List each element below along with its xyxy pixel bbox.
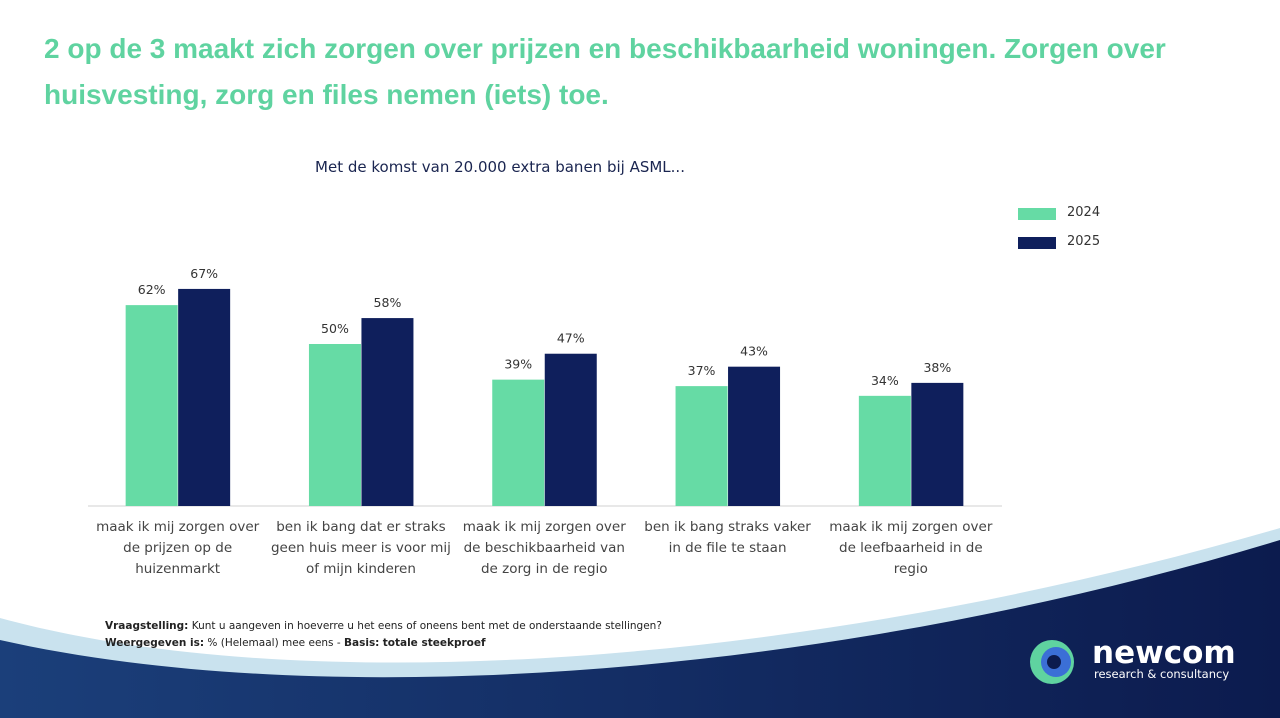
x-tick-label: maak ik mij zorgen over de beschikbaarhe… [462, 519, 626, 577]
footnote-label: Weergegeven is: [105, 637, 205, 649]
value-label: 50% [321, 321, 349, 336]
x-tick-label: maak ik mij zorgen over de prijzen op de… [96, 519, 260, 577]
bar [544, 353, 597, 506]
bar [911, 382, 964, 506]
bar [125, 305, 178, 506]
value-label: 43% [740, 344, 768, 359]
value-label: 34% [871, 373, 899, 388]
bar [178, 288, 231, 506]
value-label: 58% [374, 295, 402, 310]
logo-icon [1030, 640, 1074, 684]
x-tick-label: ben ik bang dat er straks geen huis meer… [270, 519, 451, 577]
bar [308, 344, 361, 506]
bar [492, 379, 545, 506]
background-wave [0, 540, 1280, 718]
footnote-text: % (Helemaal) mee eens - [207, 637, 341, 649]
legend-label: 2025 [1067, 234, 1101, 249]
footnote-line: Weergegeven is: % (Helemaal) mee eens - … [105, 635, 662, 652]
slide-title: 2 op de 3 maakt zich zorgen over prijzen… [44, 33, 1166, 110]
legend-swatch [1018, 208, 1056, 220]
footnote-text: Kunt u aangeven in hoeverre u het eens o… [191, 620, 662, 632]
x-tick-label: ben ik bang straks vaker in de file te s… [644, 519, 811, 556]
footnote-label: Vraagstelling: [105, 620, 189, 632]
footnote-line: Vraagstelling: Kunt u aangeven in hoever… [105, 618, 662, 635]
value-label: 39% [504, 357, 532, 372]
x-tick-label: maak ik mij zorgen over de leefbaarheid … [829, 519, 993, 577]
bar [361, 318, 414, 506]
footnote-label: Basis: [344, 637, 380, 649]
logo-name: newcom [1092, 635, 1236, 671]
value-label: 67% [190, 266, 218, 281]
legend-swatch [1018, 237, 1056, 249]
legend-label: 2024 [1067, 205, 1101, 220]
bar [675, 386, 728, 506]
value-label: 37% [688, 363, 716, 378]
value-label: 47% [557, 331, 585, 346]
chart-title: Met de komst van 20.000 extra banen bij … [315, 158, 685, 176]
bar [728, 366, 781, 506]
footnote-text: totale steekproef [382, 637, 486, 649]
bar [858, 395, 911, 506]
value-label: 62% [138, 282, 166, 297]
logo-tagline: research & consultancy [1094, 667, 1230, 681]
footnote: Vraagstelling: Kunt u aangeven in hoever… [105, 618, 662, 652]
value-label: 38% [923, 360, 951, 375]
